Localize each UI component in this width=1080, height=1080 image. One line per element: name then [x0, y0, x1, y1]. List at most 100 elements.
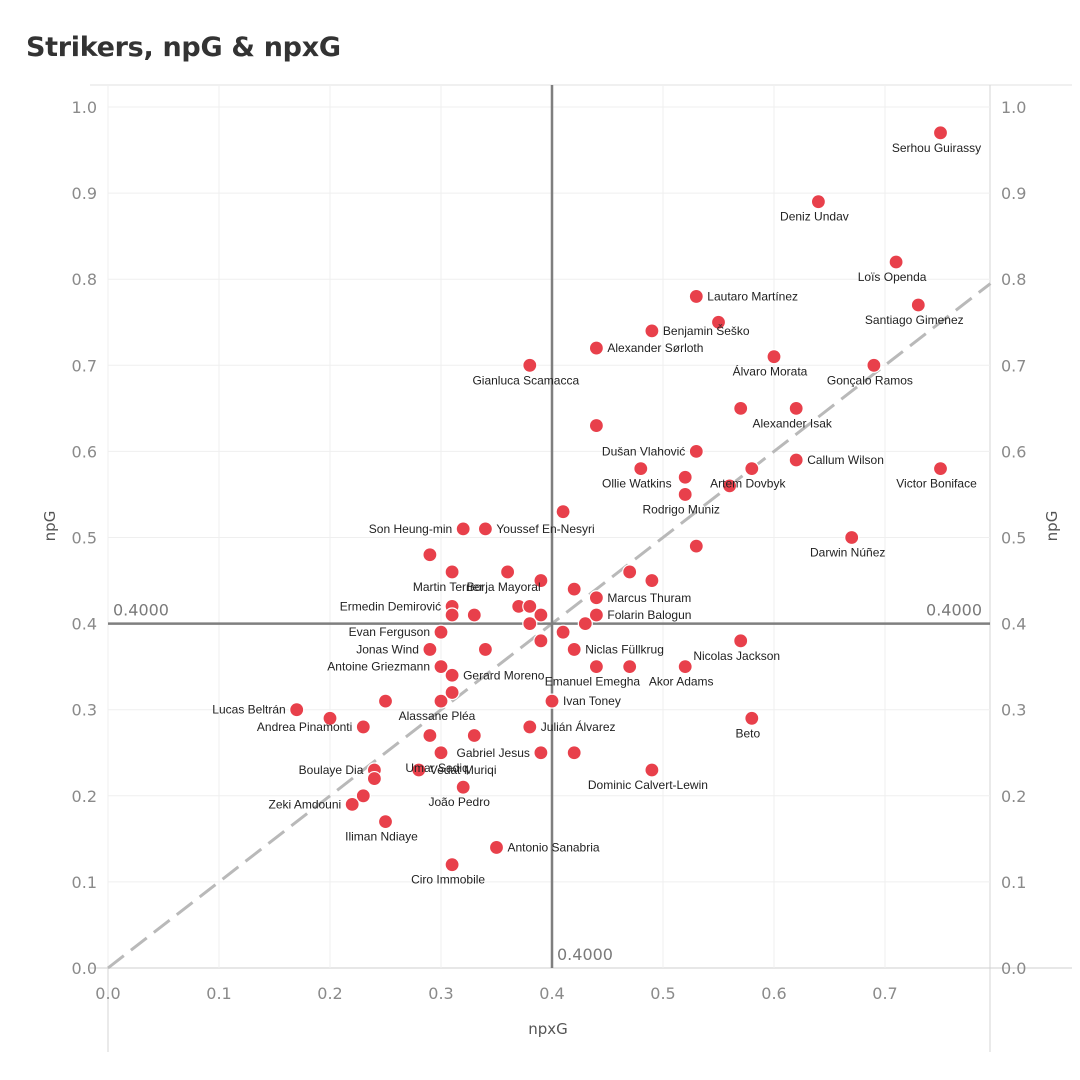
- point-label: Santiago Gimenez: [865, 313, 964, 327]
- y-tick-label-right: 0.9: [1001, 184, 1026, 203]
- data-point: [544, 693, 560, 709]
- data-point: [355, 788, 371, 804]
- y-axis-title-left: npG: [41, 511, 59, 542]
- y-tick-label-right: 0.5: [1001, 529, 1026, 548]
- data-point: [910, 297, 926, 313]
- data-point: [633, 461, 649, 477]
- y-tick-label-left: 0.2: [72, 787, 97, 806]
- data-point: [411, 762, 427, 778]
- data-point: [721, 478, 738, 494]
- point-label: Umar Sadiq: [405, 761, 468, 775]
- point-label: Deniz Undav: [780, 210, 849, 224]
- y-tick-label-right: 0.4: [1001, 615, 1026, 634]
- tick-labels: 0.0 0.1 0.2 0.3 0.4 0.5 0.6 0.7 0.0 0.0 0.1 0.1 0.2 0…: [72, 98, 1027, 1003]
- data-point: [466, 727, 482, 744]
- data-point: [533, 607, 549, 623]
- data-point: [810, 194, 827, 210]
- data-point: [888, 254, 904, 270]
- y-axis-title-right: npG: [1043, 511, 1061, 542]
- point-label: Antoine Griezmann: [327, 660, 430, 674]
- data-point: [377, 693, 394, 709]
- data-point: [355, 719, 371, 735]
- data-point: [588, 417, 605, 434]
- point-label: Rodrigo Muniz: [643, 502, 720, 516]
- data-point: [932, 125, 949, 141]
- data-point: [444, 667, 460, 683]
- data-point: [477, 521, 493, 537]
- y-tick-label-left: 0.6: [72, 442, 97, 461]
- point-label: Iliman Ndiaye: [345, 830, 418, 844]
- data-point: [677, 469, 693, 485]
- data-point: [566, 641, 582, 658]
- y-tick-label-right: 1.0: [1001, 98, 1026, 117]
- point-label: Ivan Toney: [563, 694, 621, 708]
- point-label: Antonio Sanabria: [508, 840, 600, 854]
- y-tick-label-left: 1.0: [72, 98, 97, 117]
- data-point: [522, 598, 538, 614]
- data-point: [444, 564, 460, 580]
- data-points: [289, 125, 949, 873]
- data-point: [733, 400, 749, 416]
- point-label: Beto: [735, 726, 760, 740]
- data-point: [932, 461, 949, 477]
- point-label: Ciro Immobile: [411, 873, 485, 887]
- data-point: [322, 710, 338, 726]
- x-tick-label: 0.6: [761, 984, 786, 1003]
- y-tick-label-left: 0.8: [72, 270, 97, 289]
- data-point: [533, 633, 549, 649]
- point-label: Lautaro Martínez: [707, 289, 798, 303]
- data-point: [566, 581, 582, 597]
- point-label: Andrea Pinamonti: [257, 720, 352, 734]
- reference-lines: 0.4000 0.4000 0.4000: [107, 85, 992, 970]
- data-point: [788, 452, 804, 468]
- point-label: Niclas Füllkrug: [585, 642, 664, 656]
- data-point: [677, 659, 693, 675]
- data-point: [588, 607, 605, 623]
- data-point: [555, 504, 571, 520]
- y-reference-label-left: 0.4000: [113, 601, 169, 620]
- point-label: Nicolas Jackson: [693, 649, 780, 663]
- data-point: [677, 486, 693, 503]
- data-point: [588, 590, 605, 606]
- x-tick-label: 0.3: [428, 984, 453, 1003]
- point-label: Julián Álvarez: [541, 719, 616, 734]
- data-point: [522, 357, 538, 373]
- point-label: Akor Adams: [649, 675, 714, 689]
- point-label: Folarin Balogun: [607, 608, 691, 622]
- point-label: Jonas Wind: [356, 642, 419, 656]
- data-point: [844, 529, 860, 546]
- data-point: [455, 779, 471, 795]
- data-point: [522, 719, 538, 735]
- chart-title: Strikers, npG & npxG: [26, 32, 341, 63]
- point-label: Vedat Muriqi: [430, 763, 497, 777]
- y-reference-label-right: 0.4000: [926, 601, 982, 620]
- data-point: [433, 659, 449, 675]
- x-reference-label: 0.4000: [557, 945, 613, 964]
- point-label: Youssef En-Nesyri: [496, 522, 594, 536]
- data-point: [433, 745, 449, 761]
- point-label: Gerard Moreno: [463, 668, 545, 682]
- y-tick-label-left: 0.1: [72, 873, 97, 892]
- data-point: [533, 572, 549, 589]
- point-label: Serhou Guirassy: [892, 141, 981, 155]
- data-point: [688, 538, 704, 554]
- point-label: Loïs Openda: [858, 270, 927, 284]
- point-label: Dominic Calvert-Lewin: [588, 778, 708, 792]
- data-point: [688, 443, 704, 459]
- y-tick-label-right: 0.7: [1001, 356, 1026, 375]
- y-tick-label-left: 0.3: [72, 701, 97, 720]
- point-label: Lucas Beltrán: [212, 703, 285, 717]
- point-label: Emanuel Emegha: [545, 675, 641, 689]
- point-label: Alexander Sørloth: [607, 341, 703, 355]
- data-point: [289, 702, 305, 718]
- data-point: [566, 745, 582, 761]
- y-tick-label-right: 0.3: [1001, 701, 1026, 720]
- data-point: [455, 521, 471, 537]
- y-tick-label-left: 0.9: [72, 184, 97, 203]
- y-tick-label-left: 0.7: [72, 356, 97, 375]
- point-label: Álvaro Morata: [733, 364, 808, 379]
- x-axis-title: npxG: [528, 1020, 568, 1038]
- data-point: [644, 572, 660, 589]
- point-label: Evan Ferguson: [349, 625, 430, 639]
